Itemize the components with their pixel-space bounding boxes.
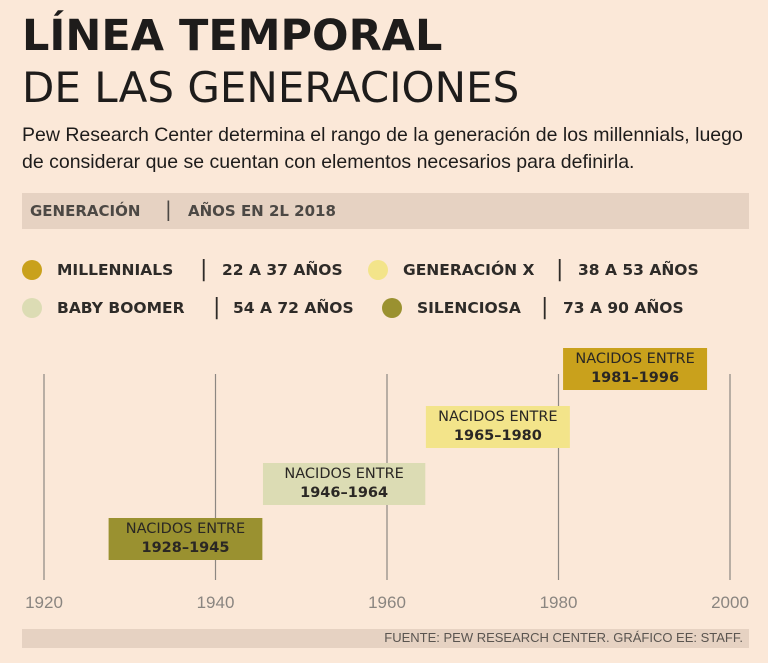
legend-separator: | bbox=[556, 257, 564, 282]
legend-label: SILENCIOSA bbox=[417, 299, 521, 317]
range-bar-silenciosa bbox=[108, 518, 263, 560]
range-label: NACIDOS ENTRE 1946–1964 bbox=[263, 465, 425, 503]
legend-separator: | bbox=[200, 257, 208, 282]
x-tick-label: 1980 bbox=[540, 593, 578, 612]
range-years: 1946–1964 bbox=[300, 485, 389, 501]
legend-age-range: 22 A 37 AÑOS bbox=[222, 261, 343, 279]
x-tick-label: 2000 bbox=[711, 593, 749, 612]
range-label: NACIDOS ENTRE 1965–1980 bbox=[426, 408, 570, 446]
legend-label: GENERACIÓN X bbox=[403, 261, 535, 279]
legend-age-range: 54 A 72 AÑOS bbox=[233, 299, 354, 317]
legend-label: BABY BOOMER bbox=[57, 299, 185, 317]
range-years: 1965–1980 bbox=[453, 428, 542, 444]
legend-separator: | bbox=[213, 295, 221, 320]
x-tick-label: 1940 bbox=[197, 593, 235, 612]
legend-separator: | bbox=[541, 295, 549, 320]
range-years: 1928–1945 bbox=[141, 540, 230, 556]
legend-swatch bbox=[382, 298, 402, 318]
legend-swatch bbox=[22, 260, 42, 280]
source-note: FUENTE: PEW RESEARCH CENTER. GRÁFICO EE:… bbox=[384, 630, 743, 645]
band-years-label: AÑOS EN 2L 2018 bbox=[188, 202, 336, 220]
legend-age-range: 73 A 90 AÑOS bbox=[563, 299, 684, 317]
footer: FUENTE: PEW RESEARCH CENTER. GRÁFICO EE:… bbox=[22, 629, 749, 648]
page-title-line2: DE LAS GENERACIONES bbox=[22, 63, 520, 112]
range-caption: NACIDOS ENTRE bbox=[438, 409, 558, 425]
range-years: 1981–1996 bbox=[591, 370, 680, 386]
legend-label: MILLENNIALS bbox=[57, 261, 174, 279]
legend-age-range: 38 A 53 AÑOS bbox=[578, 261, 699, 279]
band-separator: | bbox=[165, 197, 172, 221]
x-tick-label: 1960 bbox=[368, 593, 406, 612]
range-label: NACIDOS ENTRE 1981–1996 bbox=[563, 350, 707, 388]
range-caption: NACIDOS ENTRE bbox=[125, 521, 246, 537]
range-caption: NACIDOS ENTRE bbox=[575, 351, 695, 367]
range-bar-millennials bbox=[563, 348, 708, 390]
range-label: NACIDOS ENTRE 1928–1945 bbox=[109, 520, 263, 558]
legend-swatch bbox=[22, 298, 42, 318]
range-caption: NACIDOS ENTRE bbox=[284, 466, 404, 482]
legend-swatch bbox=[368, 260, 388, 280]
x-tick-label: 1920 bbox=[25, 593, 63, 612]
subtitle: Pew Research Center determina el rango d… bbox=[22, 124, 743, 173]
band-generation-label: GENERACIÓN bbox=[30, 202, 141, 220]
range-bar-generación-x bbox=[425, 406, 570, 448]
page-title: LÍNEA TEMPORAL bbox=[22, 11, 443, 61]
range-bar-baby-boomer bbox=[262, 463, 426, 505]
column-header-band: GENERACIÓN | AÑOS EN 2L 2018 bbox=[22, 193, 749, 229]
